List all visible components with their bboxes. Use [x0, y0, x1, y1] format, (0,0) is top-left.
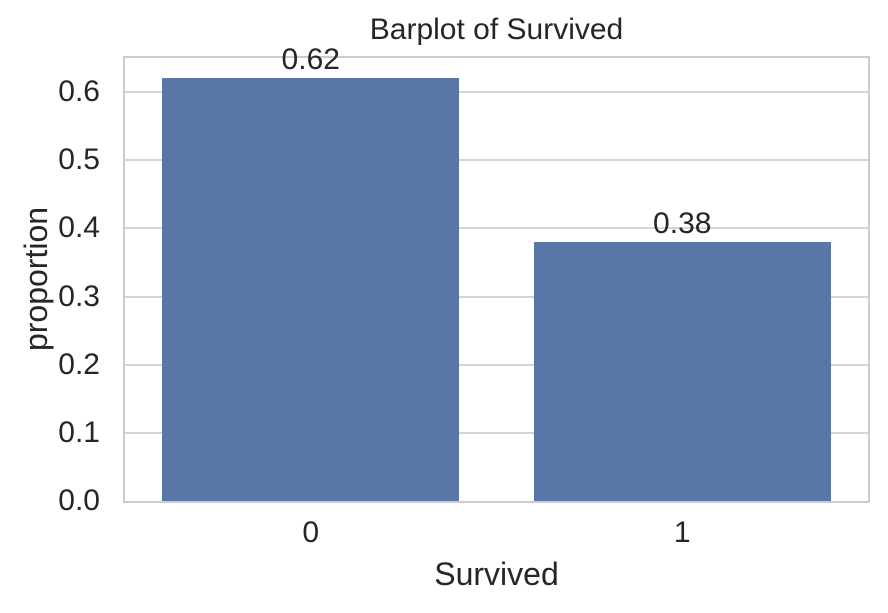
bars-layer — [125, 58, 868, 501]
x-axis-label: Survived — [434, 556, 559, 592]
gridline — [125, 159, 868, 162]
y-tick-label: 0.2 — [58, 347, 100, 381]
bar-labels-layer: 0.62 0.38 — [125, 45, 868, 501]
plot-area: 0.62 0.38 — [123, 45, 870, 503]
bar — [162, 78, 460, 501]
y-tick-label: 0.3 — [58, 279, 100, 313]
y-tick-label: 0.0 — [58, 484, 100, 517]
bar-value-label: 0.62 — [281, 43, 340, 77]
y-tick-label: 0.1 — [58, 415, 100, 449]
x-tick-label: 0 — [302, 516, 320, 549]
chart-title: Barplot of Survived — [369, 13, 624, 46]
gridline — [125, 295, 868, 298]
gridline — [125, 431, 868, 434]
x-tick-label: 1 — [673, 516, 691, 549]
gridline — [125, 91, 868, 94]
y-axis-label: proportion — [18, 206, 54, 352]
gridline — [125, 227, 868, 230]
y-tick-label: 0.5 — [58, 143, 100, 177]
y-tick-label: 0.4 — [58, 211, 100, 245]
gridlines-layer — [125, 58, 868, 501]
bar — [533, 242, 831, 501]
y-tick-label: 0.6 — [58, 75, 100, 109]
bar-value-label: 0.38 — [653, 207, 712, 241]
gridline — [125, 363, 868, 366]
